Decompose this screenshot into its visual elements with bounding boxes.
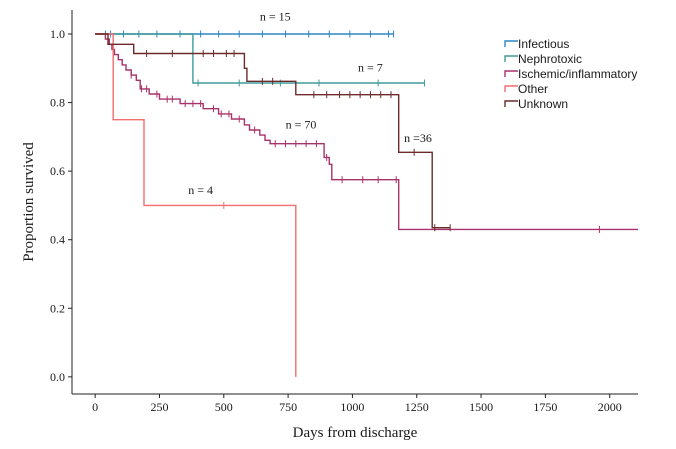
legend-swatch-infectious [504,40,518,47]
series-line-nephrotoxic [95,33,425,84]
legend-swatch-nephrotoxic [504,55,518,62]
legend-label-nephrotoxic: Nephrotoxic [518,52,582,66]
x-tick-label: 500 [215,400,233,414]
annotation-label: n = 15 [260,9,291,23]
annotation-label: n = 70 [286,117,317,131]
x-tick-label: 2000 [598,400,622,414]
x-tick-label: 250 [150,400,168,414]
series-line-unknown [95,33,451,229]
x-tick-label: 1750 [533,400,557,414]
y-tick-label: 0.4 [50,233,65,247]
legend: InfectiousNephrotoxicIschemic/inflammato… [504,37,637,111]
y-tick-label: 0.8 [50,96,65,110]
x-tick-label: 1500 [469,400,493,414]
legend-label-other: Other [518,82,548,96]
legend-swatch-unknown [504,100,518,107]
y-tick-label: 0.0 [50,370,65,384]
x-axis-label: Days from discharge [293,425,418,441]
annotation-label: n = 7 [358,61,383,75]
x-tick-label: 1250 [405,400,429,414]
y-tick-label: 0.2 [50,301,65,315]
y-axis-label: Proportion survived [21,142,37,262]
legend-swatch-other [504,85,518,92]
x-tick-label: 750 [279,400,297,414]
annotations: n = 15 n = 7 n = 70 n =36 n = 4 [188,9,432,197]
annotation-label: n =36 [404,131,432,145]
series-line-other [95,33,297,377]
legend-label-infectious: Infectious [518,37,569,51]
series-line-ischemic-inflammatory [95,33,638,231]
legend-label-ischemic-inflammatory: Ischemic/inflammatory [518,67,637,81]
legend-label-unknown: Unknown [518,97,568,111]
y-tick-label: 0.6 [50,164,65,178]
axes: 0 250 500 750 1000 1250 1500 1750 2000 0.0 0.2 0.4 0… [21,10,638,441]
legend-swatch-ischemic-inflammatory [504,70,518,77]
series-group [95,30,638,377]
annotation-label: n = 4 [188,183,213,197]
x-tick-label: 0 [92,400,98,414]
x-tick-label: 1000 [340,400,364,414]
y-tick-label: 1.0 [50,27,65,41]
